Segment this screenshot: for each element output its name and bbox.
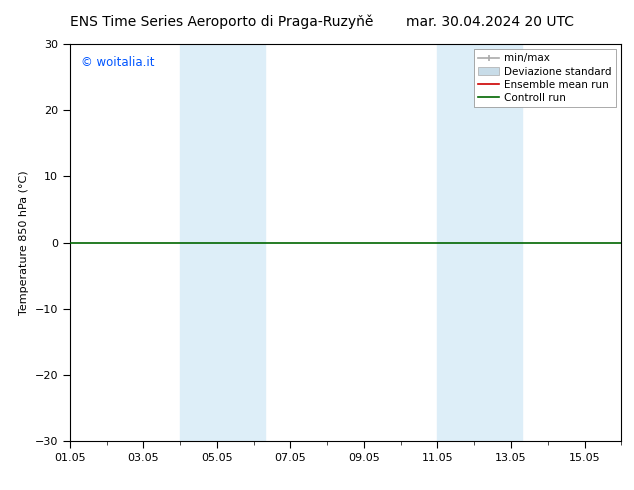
Text: ENS Time Series Aeroporto di Praga-Ruzyňě: ENS Time Series Aeroporto di Praga-Ruzyň… bbox=[70, 15, 373, 29]
Bar bbox=[437, 44, 474, 441]
Text: mar. 30.04.2024 20 UTC: mar. 30.04.2024 20 UTC bbox=[406, 15, 574, 29]
Bar bbox=[180, 44, 217, 441]
Bar bbox=[217, 44, 264, 441]
Legend: min/max, Deviazione standard, Ensemble mean run, Controll run: min/max, Deviazione standard, Ensemble m… bbox=[474, 49, 616, 107]
Y-axis label: Temperature 850 hPa (°C): Temperature 850 hPa (°C) bbox=[19, 170, 29, 315]
Text: © woitalia.it: © woitalia.it bbox=[81, 56, 154, 69]
Bar bbox=[474, 44, 522, 441]
